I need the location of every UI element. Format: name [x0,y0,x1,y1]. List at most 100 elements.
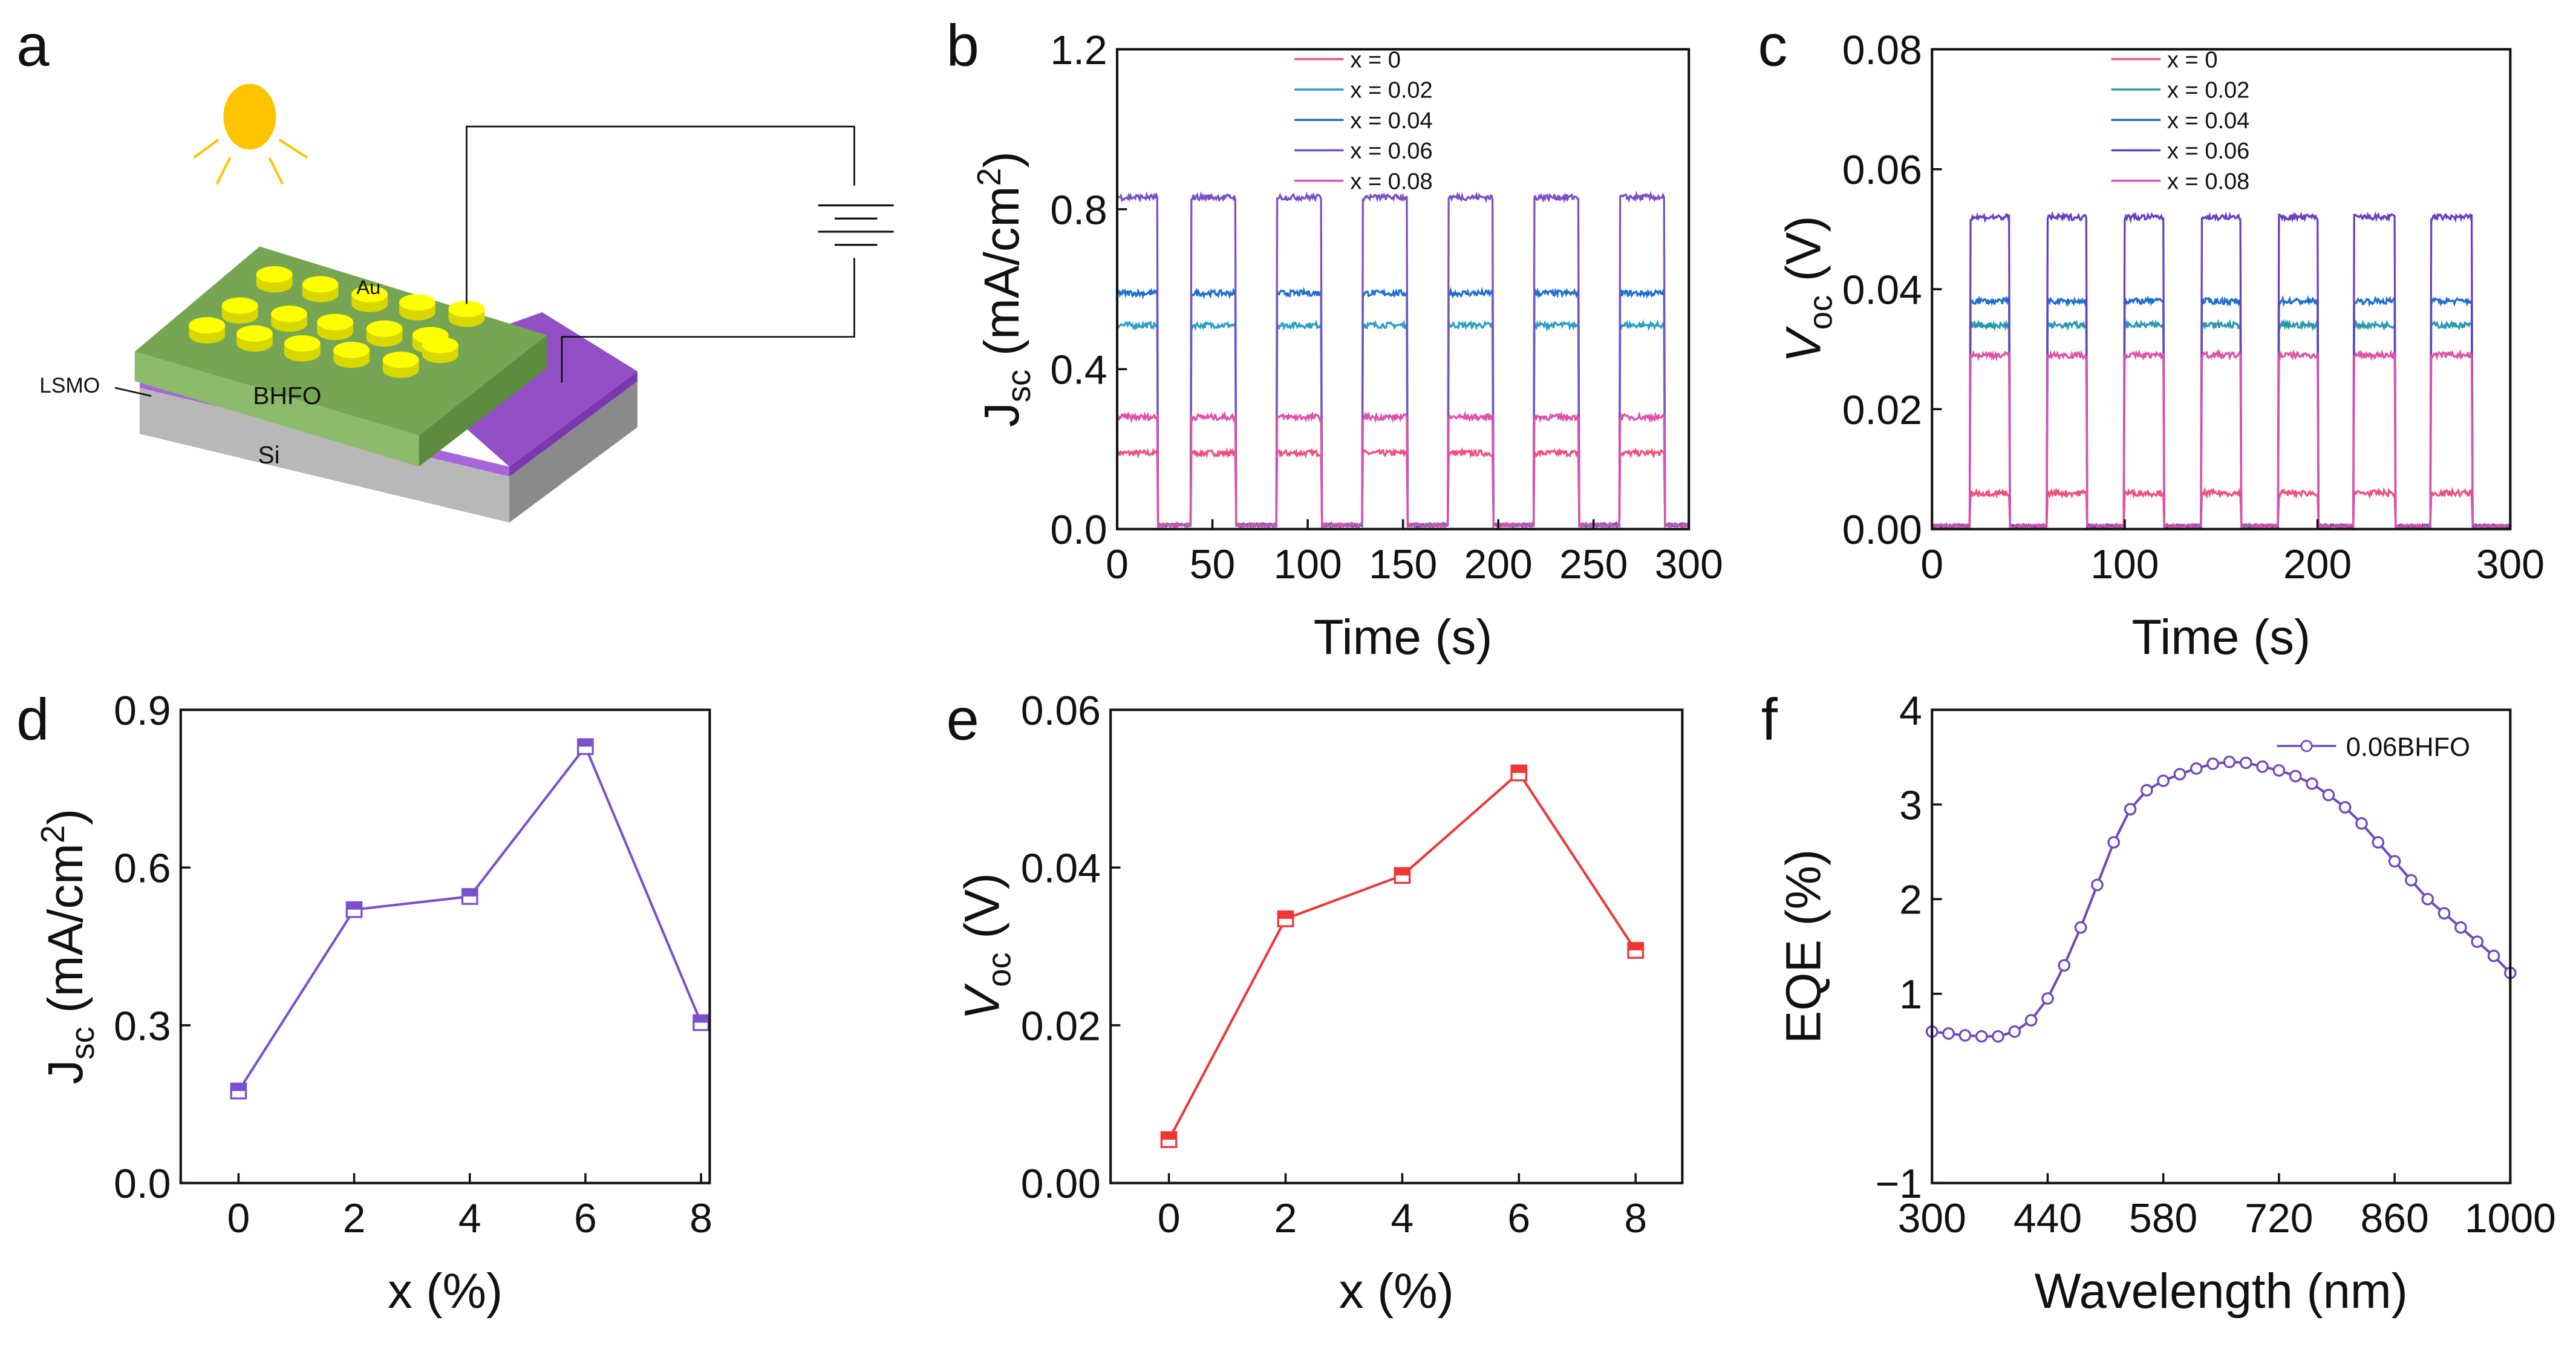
x-tick-label: 300 [1655,542,1723,587]
data-point [1992,1030,2004,1043]
y-tick-label: 0.4 [1050,348,1107,393]
x-tick-label: 0 [1158,1196,1181,1241]
au-electrode [366,320,403,337]
x-axis-title: Wavelength (nm) [2035,1264,2408,1319]
data-point [461,888,478,905]
x-tick-label: 8 [1624,1196,1647,1241]
series-line-c-3 [1931,211,2511,531]
data-point [693,1014,709,1031]
bhfo-label: BHFO [253,382,321,410]
series-line-c-0 [1931,486,2511,531]
au-electrode [302,276,339,293]
chart-e-voc-x: 0 2 4 6 8 0.00 0.02 0.04 0.06 x (%) Voc (V) [954,688,1684,1319]
y-axis-title: Voc (V) [1776,216,1839,363]
panel-letter-f: f [1761,685,1778,752]
marker-fill [462,889,477,897]
y-tick-label: 1 [1899,972,1922,1017]
marker-fill [231,1083,246,1091]
y-axis-title-part: oc [980,952,1017,987]
data-point [2141,784,2153,797]
data-point [2058,959,2071,972]
au-label: Au [356,276,380,298]
au-electrode [399,294,435,311]
y-tick-label: 2 [1899,878,1922,923]
legend-label: x = 0 [2167,47,2217,73]
chart-f-eqe: 0.06BHFO 300 440 580 720 860 1000 −1 1 2 3 4 Wavelen… [1776,688,2556,1319]
y-tick-label: 0.02 [1842,388,1922,433]
y-tick-label: 3 [1899,783,1922,828]
y-tick-label: 4 [1899,688,1922,734]
legend-marker [2300,740,2313,753]
data-point [1394,867,1411,884]
au-electrode [333,341,370,359]
legend-label: x = 0.02 [1350,78,1432,103]
chart-c-voc-time: x = 0 x = 0.02 x = 0.04 x = 0.06 x = 0.08 0 10… [1776,28,2545,665]
data-point [2223,756,2236,768]
chart-d-jsc-x: 0 2 4 6 80.00.30.60.9x (%)Jsc (mA/cm2) [34,688,712,1319]
y-axis-title-part: EQE (%) [1776,849,1831,1044]
data-point [2190,762,2203,775]
y-tick-label: 0.06 [1021,688,1101,734]
series-line-b-4 [1116,410,1690,530]
data-point [345,901,363,918]
series-line-b-1 [1116,319,1689,530]
data-point [2289,769,2302,783]
legend-label: x = 0.06 [2167,139,2249,164]
x-tick-label: 720 [2245,1196,2313,1241]
data-point [2471,935,2484,949]
data-point [1277,910,1294,927]
x-tick-label: 2 [343,1196,366,1241]
data-point [230,1082,247,1100]
x-tick-label: 0 [227,1196,250,1241]
data-point [2107,836,2121,849]
series-line-c-4 [1931,348,2511,531]
chart-b-jsc-time: x = 0 x = 0.02 x = 0.04 x = 0.06 x = 0.08 0 50… [971,28,1723,665]
x-tick-label: 250 [1559,542,1628,587]
au-electrode [422,336,458,353]
x-tick-label: 0 [1920,542,1943,587]
y-axis-title: Jsc (mA/cm2) [34,809,101,1085]
y-axis-title-part: (mA/cm [974,186,1029,370]
x-tick-label: 2 [1274,1196,1297,1241]
y-tick-label: 0.0 [1050,508,1107,553]
lsmo-label: LSMO [39,374,100,397]
si-label: Si [258,441,279,469]
y-tick-label: 0.3 [114,1004,171,1049]
y-axis-title-part: V [954,983,1009,1020]
y-tick-label: 0.00 [1842,508,1922,553]
marker-fill [1511,765,1527,773]
x-tick-label: 150 [1369,542,1437,587]
series-line-b-3 [1117,191,1690,530]
y-tick-label: 0.02 [1021,1004,1101,1049]
data-point [2306,777,2318,790]
marker-fill [347,902,362,910]
x-tick-label: 100 [1273,542,1342,587]
au-electrodes [189,266,485,378]
y-axis-title-part: J [974,402,1029,427]
y-tick-label: 0.04 [1021,846,1101,892]
x-tick-label: 580 [2129,1196,2197,1241]
legend-label: x = 0.06 [1350,139,1432,164]
data-point [1160,1131,1178,1148]
panel-letter-c: c [1758,12,1787,79]
x-tick-label: 1000 [2465,1196,2556,1241]
y-axis-title-part: ) [38,809,93,825]
data-point [2272,764,2286,777]
au-electrode [221,297,258,314]
y-axis-title-part: 2 [971,168,1008,186]
x-tick-label: 200 [2283,542,2352,587]
data-point [2256,760,2269,773]
x-tick-label: 4 [458,1196,481,1241]
data-point [2008,1025,2021,1038]
series-line-c-1 [1931,318,2511,530]
legend-label: x = 0.04 [1350,108,1432,134]
data-point [2388,855,2401,868]
legend-label: x = 0.04 [2167,108,2249,134]
series-line-e [1167,771,1637,1140]
y-axis-title-part: V [1776,326,1831,363]
data-point [2372,836,2385,849]
x-tick-label: 6 [1507,1196,1530,1241]
legend-label: x = 0.08 [1350,169,1432,194]
y-axis-title: Jsc (mA/cm2) [971,151,1037,427]
y-tick-label: 0.06 [1842,148,1922,193]
